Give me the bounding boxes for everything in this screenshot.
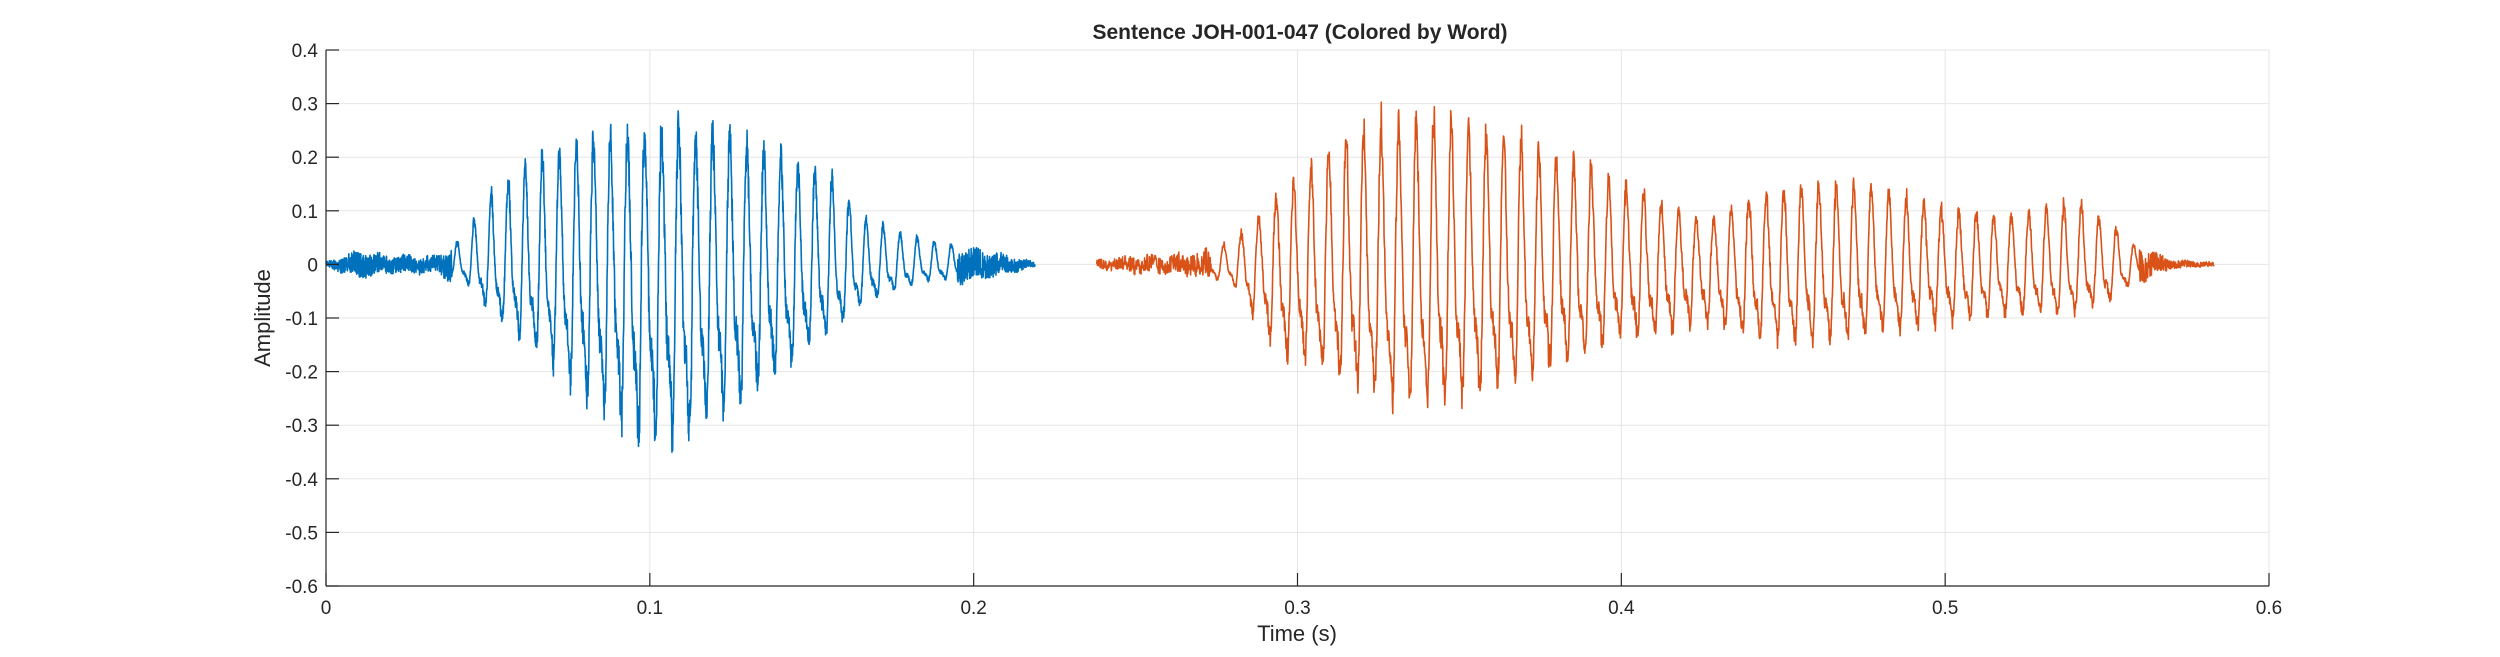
y-tick-label-6: 0 bbox=[307, 255, 318, 276]
y-tick-label-5: -0.1 bbox=[285, 309, 318, 330]
y-axis-ticks: -0.6 -0.5 -0.4 -0.3 -0.2 -0.1 0 0.1 0.2 0.3 0.4 bbox=[285, 41, 339, 598]
y-tick-label-3: -0.3 bbox=[285, 416, 318, 437]
x-tick-label-2: 0.2 bbox=[960, 598, 986, 619]
y-tick-label-2: -0.4 bbox=[285, 470, 318, 491]
waveform-series-1 bbox=[325, 110, 1036, 453]
x-axis-ticks: 0 0.1 0.2 0.3 0.4 0.5 0.6 bbox=[321, 573, 2282, 619]
y-tick-label-8: 0.2 bbox=[292, 148, 318, 169]
y-axis-label: Amplitude bbox=[250, 269, 275, 367]
x-tick-label-0: 0 bbox=[321, 598, 332, 619]
x-tick-label-1: 0.1 bbox=[637, 598, 663, 619]
x-tick-label-3: 0.3 bbox=[1284, 598, 1310, 619]
chart-title: Sentence JOH-001-047 (Colored by Word) bbox=[1092, 21, 1507, 44]
y-tick-label-9: 0.3 bbox=[292, 95, 318, 116]
y-tick-label-7: 0.1 bbox=[292, 202, 318, 223]
y-tick-label-0: -0.6 bbox=[285, 577, 318, 598]
series-layer bbox=[325, 101, 2215, 453]
x-tick-label-4: 0.4 bbox=[1608, 598, 1635, 619]
x-tick-label-5: 0.5 bbox=[1932, 598, 1958, 619]
x-tick-label-6: 0.6 bbox=[2256, 598, 2282, 619]
x-axis-label: Time (s) bbox=[1257, 621, 1337, 646]
y-tick-label-10: 0.4 bbox=[292, 41, 319, 62]
y-tick-label-4: -0.2 bbox=[285, 363, 318, 384]
waveform-series-2 bbox=[1095, 101, 2215, 415]
plot-area: 0 0.1 0.2 0.3 0.4 0.5 0.6 -0.6 -0.5 -0.4 -0.3 -0.2… bbox=[285, 41, 2282, 619]
y-tick-label-1: -0.5 bbox=[285, 523, 318, 544]
